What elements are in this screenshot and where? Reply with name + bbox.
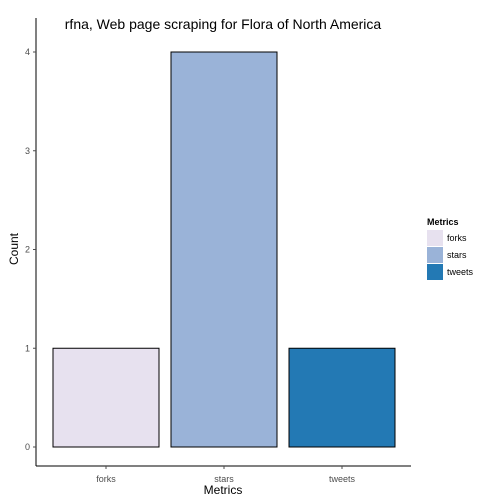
y-tick-label: 3 — [25, 146, 30, 156]
y-axis-title: Count — [7, 232, 21, 265]
bars — [52, 51, 396, 448]
x-tick-label: tweets — [329, 474, 356, 484]
plot-area: 0 1 2 3 4 forks stars tweets — [25, 18, 411, 484]
legend-label-forks: forks — [447, 233, 467, 243]
x-axis-ticks: forks stars tweets — [96, 466, 356, 484]
legend-items: forks stars tweets — [427, 230, 474, 280]
legend-label-stars: stars — [447, 250, 467, 260]
legend-label-tweets: tweets — [447, 267, 474, 277]
legend-swatch-tweets — [427, 264, 443, 280]
y-tick-label: 0 — [25, 442, 30, 452]
chart-title: rfna, Web page scraping for Flora of Nor… — [65, 16, 382, 32]
y-axis-ticks: 0 1 2 3 4 — [25, 47, 36, 452]
legend-title: Metrics — [427, 217, 459, 227]
bar-forks — [52, 347, 160, 448]
x-tick-label: stars — [214, 474, 234, 484]
y-tick-label: 2 — [25, 245, 30, 255]
legend-swatch-forks — [427, 230, 443, 246]
x-tick-label: forks — [96, 474, 116, 484]
bar-stars — [170, 51, 278, 448]
bar-tweets — [288, 347, 396, 448]
legend: Metrics forks stars tweets — [427, 217, 474, 280]
x-axis-title: Metrics — [204, 483, 243, 497]
legend-swatch-stars — [427, 247, 443, 263]
y-tick-label: 1 — [25, 343, 30, 353]
y-tick-label: 4 — [25, 47, 30, 57]
